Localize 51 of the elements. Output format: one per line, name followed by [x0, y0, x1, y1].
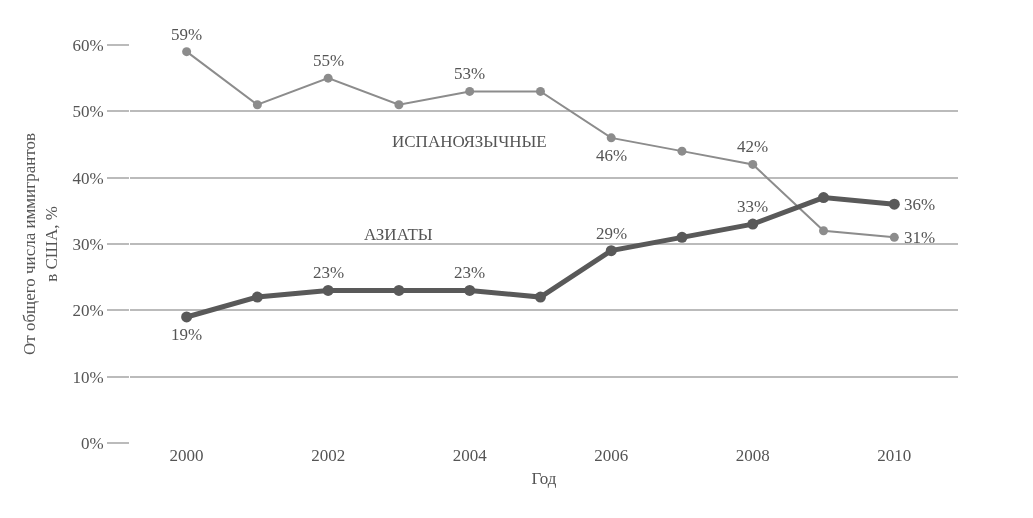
point [252, 100, 262, 110]
point [748, 159, 758, 169]
point [251, 291, 263, 303]
point [888, 198, 900, 210]
y-tick-label: 30% [72, 234, 104, 254]
series-label: ИСПАНОЯЗЫЧНЫЕ [392, 132, 547, 151]
data-label: 59% [171, 25, 203, 44]
y-tick-label: 10% [72, 367, 104, 387]
text: АЗИАТЫ [364, 225, 433, 244]
x-axis-title: Год [531, 469, 557, 489]
point [465, 86, 475, 96]
point [676, 231, 688, 243]
x-tick-label: 2010 [877, 446, 912, 465]
point [394, 100, 404, 110]
y-tick-label: 20% [72, 301, 104, 321]
point [393, 284, 405, 296]
point [181, 311, 193, 323]
point [322, 284, 334, 296]
data-label: 46% [596, 146, 628, 165]
data-label: 36% [904, 195, 936, 214]
data-label: 42% [737, 137, 769, 156]
x-tick-label: 2006 [594, 446, 629, 465]
data-label: 29% [596, 224, 628, 243]
point [818, 192, 830, 204]
point [182, 47, 192, 57]
y-tick-label: 40% [72, 168, 104, 188]
point [819, 226, 829, 236]
data-label: 33% [737, 197, 769, 216]
data-label: 55% [313, 51, 345, 70]
y-tick-label: 50% [72, 102, 104, 122]
x-tick-label: 2004 [452, 446, 488, 465]
point [747, 218, 759, 230]
data-label: 23% [313, 263, 345, 282]
point [535, 86, 545, 96]
point [889, 232, 899, 242]
y-tick-label: 0% [80, 433, 104, 453]
point [606, 133, 616, 143]
point [464, 284, 476, 296]
x-tick-label: 2000 [169, 446, 204, 465]
data-label: 53% [454, 64, 486, 83]
data-label: 23% [454, 263, 486, 282]
x-tick-label: 2008 [735, 446, 770, 465]
x-tick-label: 2002 [311, 446, 346, 465]
point [605, 245, 617, 257]
data-label: 31% [904, 228, 936, 247]
point [323, 73, 333, 83]
y-tick-label: 60% [72, 35, 104, 55]
point [534, 291, 546, 303]
data-label: 19% [171, 325, 203, 344]
point [677, 146, 687, 156]
y-axis-title: От общего числа иммигрантов в США, % [19, 132, 61, 356]
